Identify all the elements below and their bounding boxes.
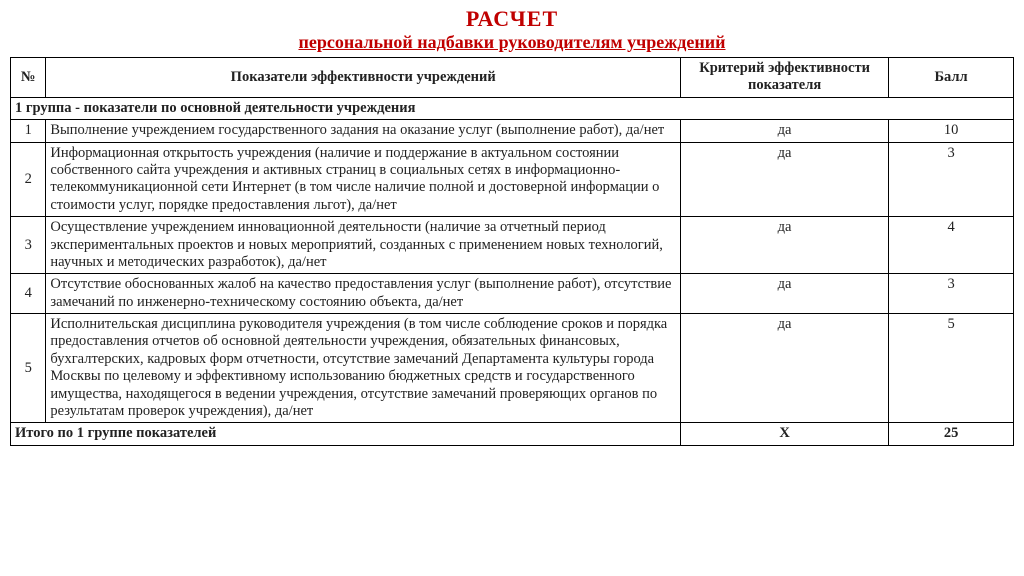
col-header-criterion: Критерий эффективности показателя xyxy=(681,58,889,98)
row-score: 4 xyxy=(889,217,1014,274)
row-num: 5 xyxy=(11,314,46,423)
total-label: Итого по 1 группе показателей xyxy=(11,423,681,445)
row-criterion: да xyxy=(681,274,889,314)
table-row: 3 Осуществление учреждением инновационно… xyxy=(11,217,1014,274)
row-criterion: да xyxy=(681,142,889,217)
row-score: 10 xyxy=(889,120,1014,142)
page-title: РАСЧЕТ xyxy=(10,6,1014,32)
efficiency-table: № Показатели эффективности учреждений Кр… xyxy=(10,57,1014,446)
col-header-num: № xyxy=(11,58,46,98)
group-header-row: 1 группа - показатели по основной деятел… xyxy=(11,97,1014,119)
row-indicator: Исполнительская дисциплина руководителя … xyxy=(46,314,681,423)
total-row: Итого по 1 группе показателей Х 25 xyxy=(11,423,1014,445)
page-subtitle: персональной надбавки руководителям учре… xyxy=(10,32,1014,53)
row-indicator: Отсутствие обоснованных жалоб на качеств… xyxy=(46,274,681,314)
total-criterion: Х xyxy=(681,423,889,445)
group-header-label: 1 группа - показатели по основной деятел… xyxy=(11,97,1014,119)
row-num: 4 xyxy=(11,274,46,314)
table-row: 2 Информационная открытость учреждения (… xyxy=(11,142,1014,217)
col-header-indicator: Показатели эффективности учреждений xyxy=(46,58,681,98)
row-indicator: Выполнение учреждением государственного … xyxy=(46,120,681,142)
col-header-score: Балл xyxy=(889,58,1014,98)
row-criterion: да xyxy=(681,217,889,274)
row-indicator: Информационная открытость учреждения (на… xyxy=(46,142,681,217)
row-indicator: Осуществление учреждением инновационной … xyxy=(46,217,681,274)
table-row: 5 Исполнительская дисциплина руководител… xyxy=(11,314,1014,423)
row-num: 1 xyxy=(11,120,46,142)
row-num: 2 xyxy=(11,142,46,217)
row-num: 3 xyxy=(11,217,46,274)
row-score: 5 xyxy=(889,314,1014,423)
table-row: 1 Выполнение учреждением государственног… xyxy=(11,120,1014,142)
row-criterion: да xyxy=(681,120,889,142)
table-header-row: № Показатели эффективности учреждений Кр… xyxy=(11,58,1014,98)
row-score: 3 xyxy=(889,274,1014,314)
table-row: 4 Отсутствие обоснованных жалоб на качес… xyxy=(11,274,1014,314)
row-criterion: да xyxy=(681,314,889,423)
row-score: 3 xyxy=(889,142,1014,217)
total-score: 25 xyxy=(889,423,1014,445)
